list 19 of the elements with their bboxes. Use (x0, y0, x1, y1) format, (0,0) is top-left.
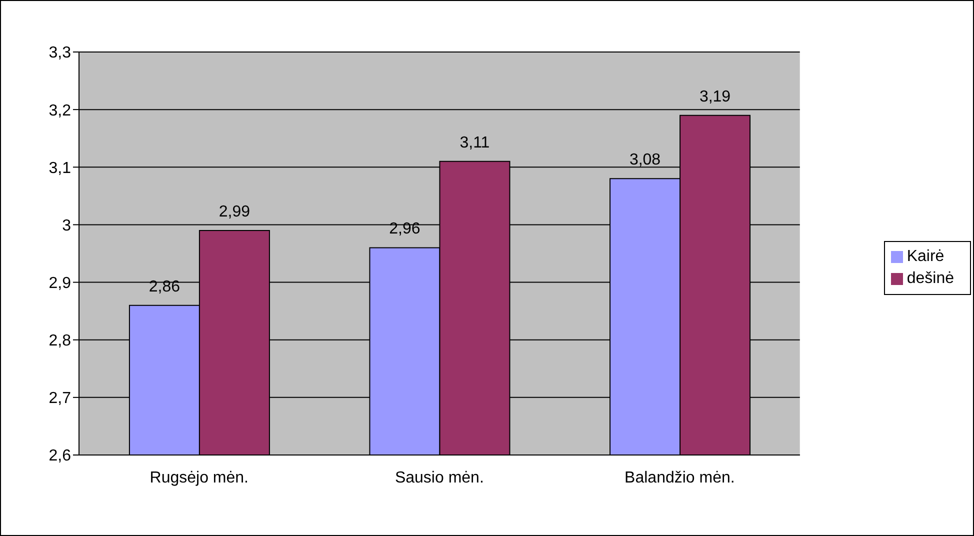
data-label: 2,99 (218, 203, 250, 220)
y-tick-label: 2,6 (48, 448, 72, 465)
data-label: 3,19 (699, 88, 731, 106)
x-tick-label: Rugsėjo mėn. (150, 469, 248, 486)
y-tick-label: 3,3 (48, 44, 72, 62)
y-tick-label: 3 (62, 217, 72, 234)
legend-label: dešinė (906, 270, 954, 287)
y-tick-label: 3,2 (48, 102, 72, 120)
y-tick-label: 2,7 (48, 390, 72, 408)
data-label: 3,08 (629, 152, 661, 169)
y-tick-label: 3,1 (48, 160, 72, 177)
legend-label: Kairė (906, 248, 944, 265)
y-tick-label: 2,8 (48, 332, 72, 350)
x-tick-label: Balandžio mėn. (624, 469, 735, 486)
data-label: 2,86 (148, 278, 180, 296)
data-label: 2,96 (389, 220, 420, 238)
x-tick-label: Sausio mėn. (394, 469, 484, 486)
data-label: 3,11 (460, 134, 490, 152)
y-tick-label: 2,9 (48, 274, 72, 292)
